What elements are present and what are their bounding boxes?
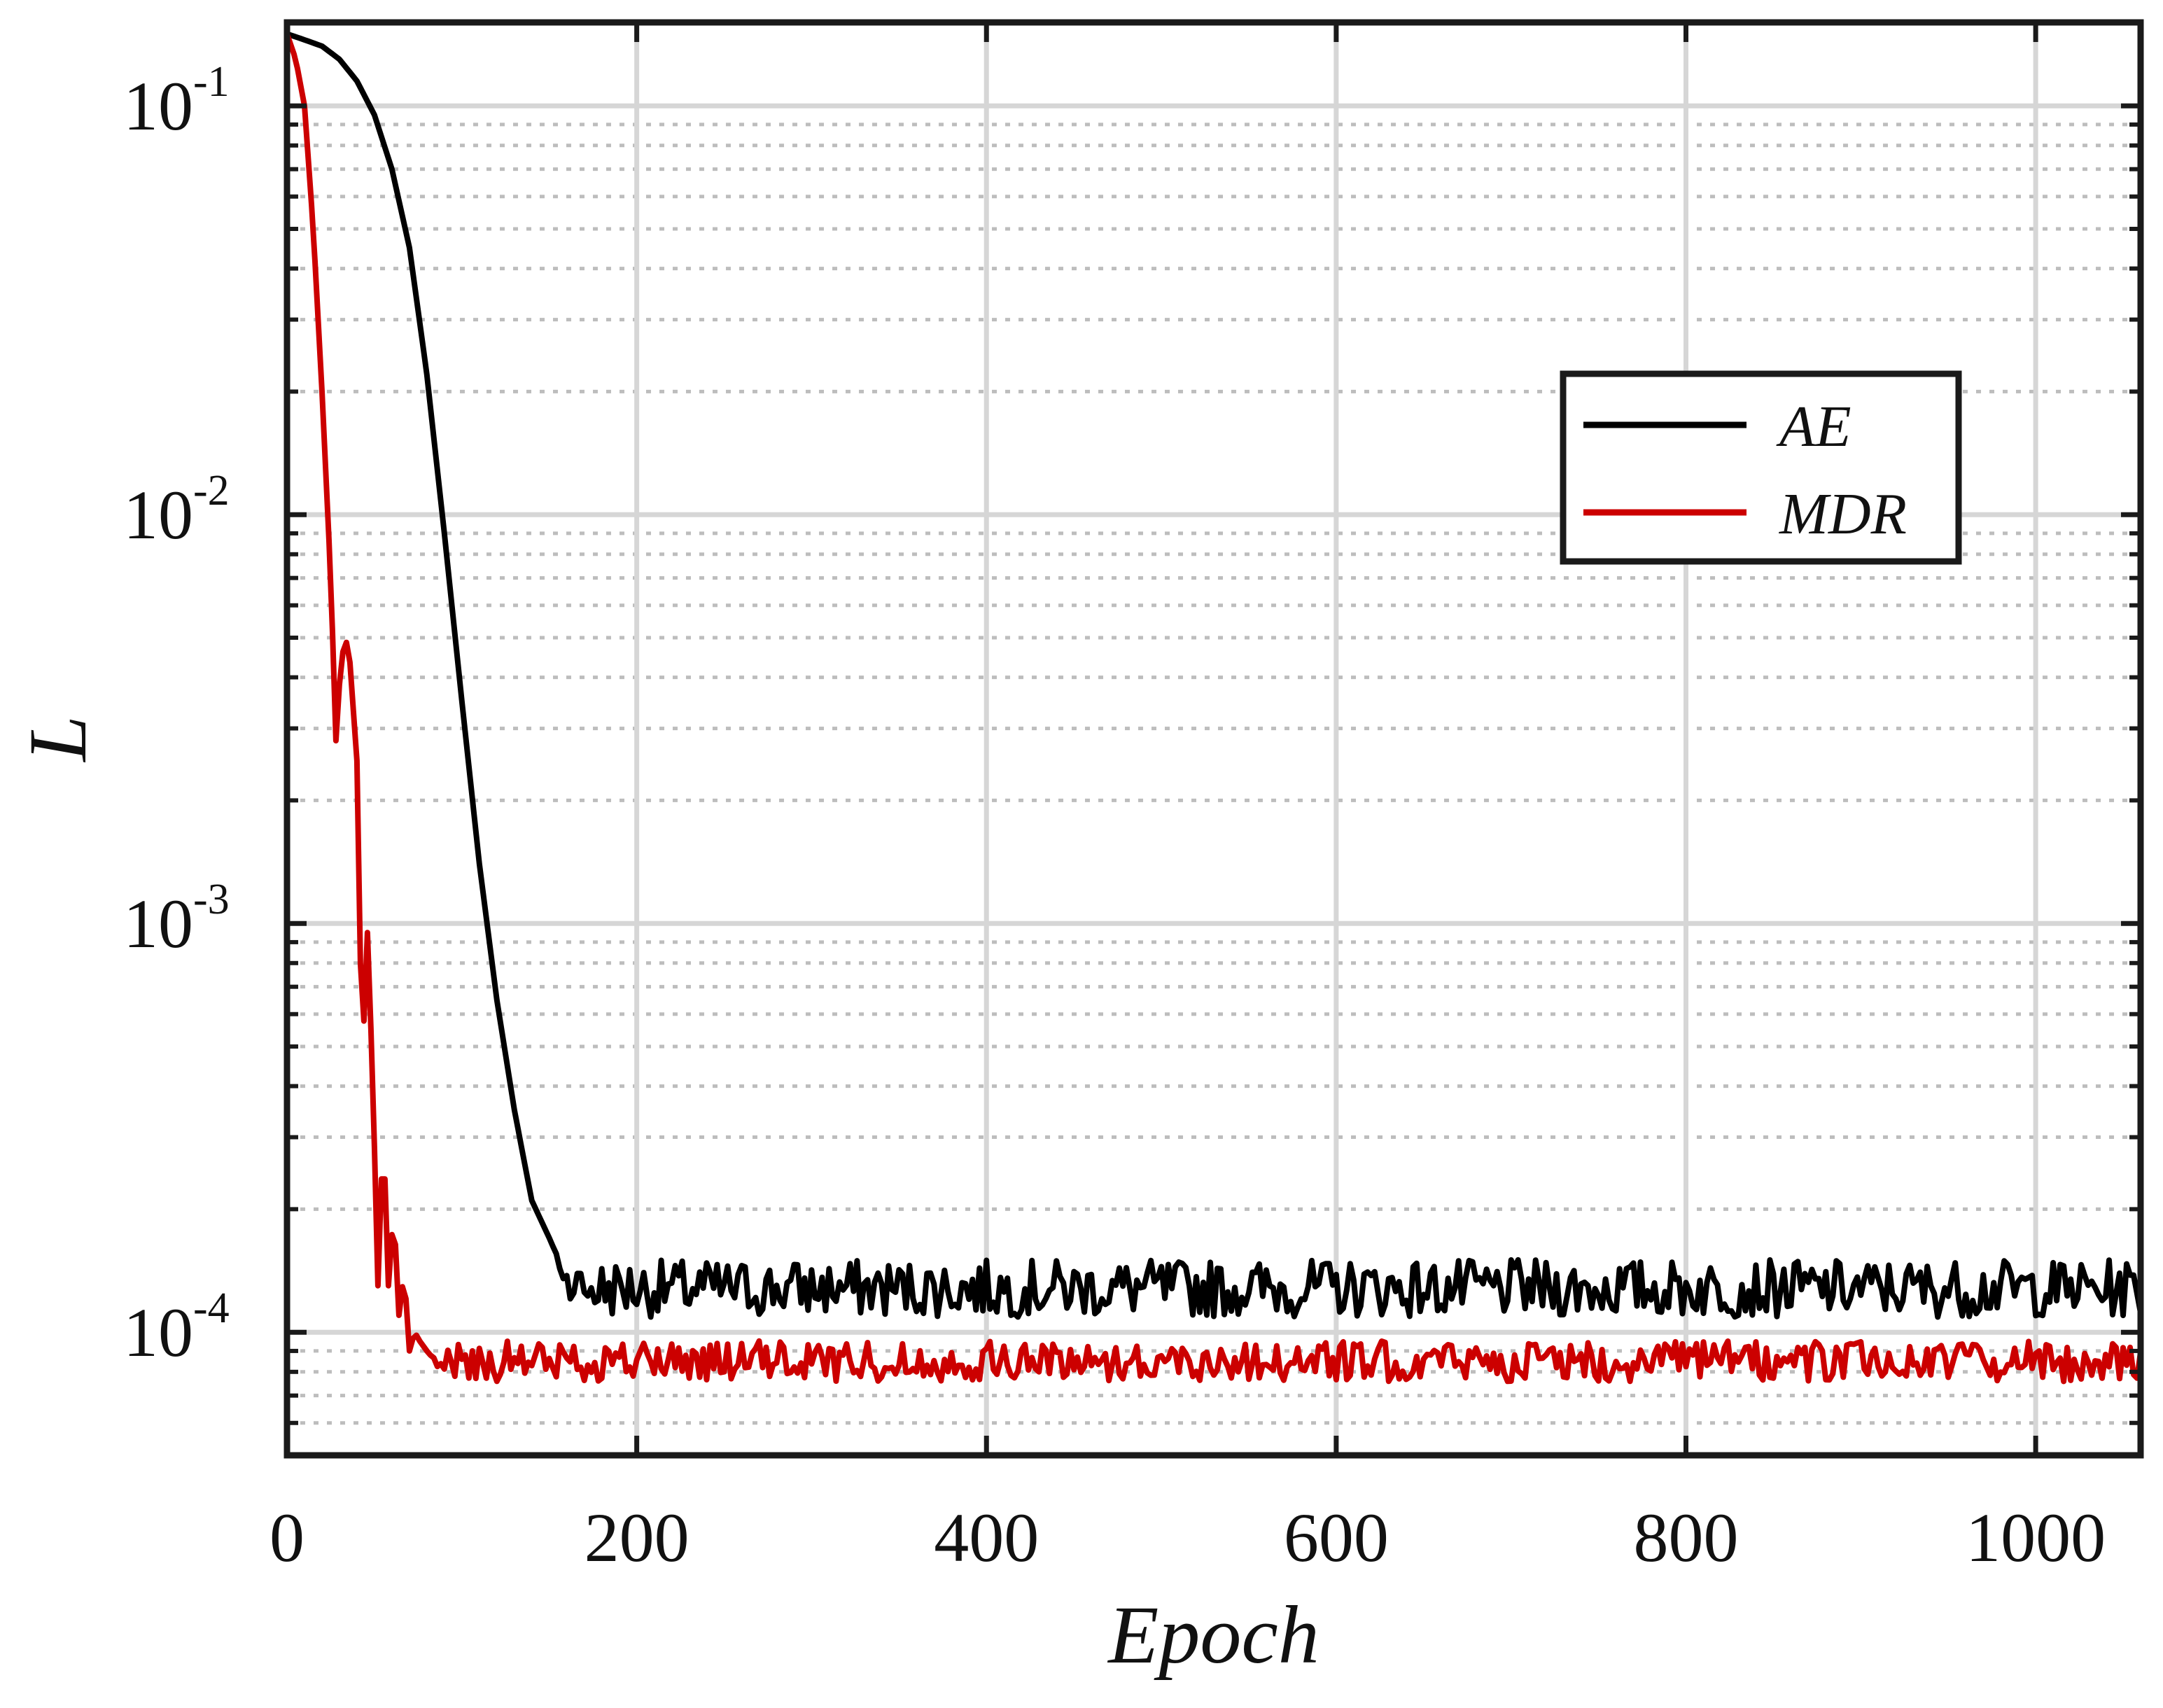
x-tick-label: 1000 — [1966, 1499, 2106, 1576]
x-tick-label: 400 — [934, 1499, 1039, 1576]
x-axis-title: Epoch — [1107, 1589, 1319, 1681]
y-tick-exponent: -2 — [193, 467, 230, 514]
legend-label-mdr: MDR — [1779, 482, 1907, 547]
x-tick-label: 800 — [1633, 1499, 1738, 1576]
legend-box — [1560, 370, 1962, 565]
series-line-ae — [286, 31, 2143, 1320]
y-tick-exponent: -4 — [193, 1284, 230, 1332]
label-layer: Epoch L — [12, 715, 1320, 1681]
series-layer — [284, 31, 2143, 1385]
legend: AE MDR — [1560, 370, 1962, 565]
y-axis-title: L — [12, 715, 104, 763]
y-tick-exponent: -1 — [193, 58, 230, 106]
x-tick-label: 600 — [1284, 1499, 1389, 1576]
x-tick-label: 0 — [270, 1499, 304, 1576]
legend-label-ae: AE — [1776, 394, 1851, 459]
tick-layer: 10-110-210-310-40 200 400 600 800 1000 — [123, 22, 2141, 1576]
y-tick-exponent: -3 — [193, 876, 230, 923]
plot-frame — [284, 19, 2144, 1459]
x-tick-label: 200 — [584, 1499, 690, 1576]
series-line-mdr — [284, 33, 2143, 1385]
